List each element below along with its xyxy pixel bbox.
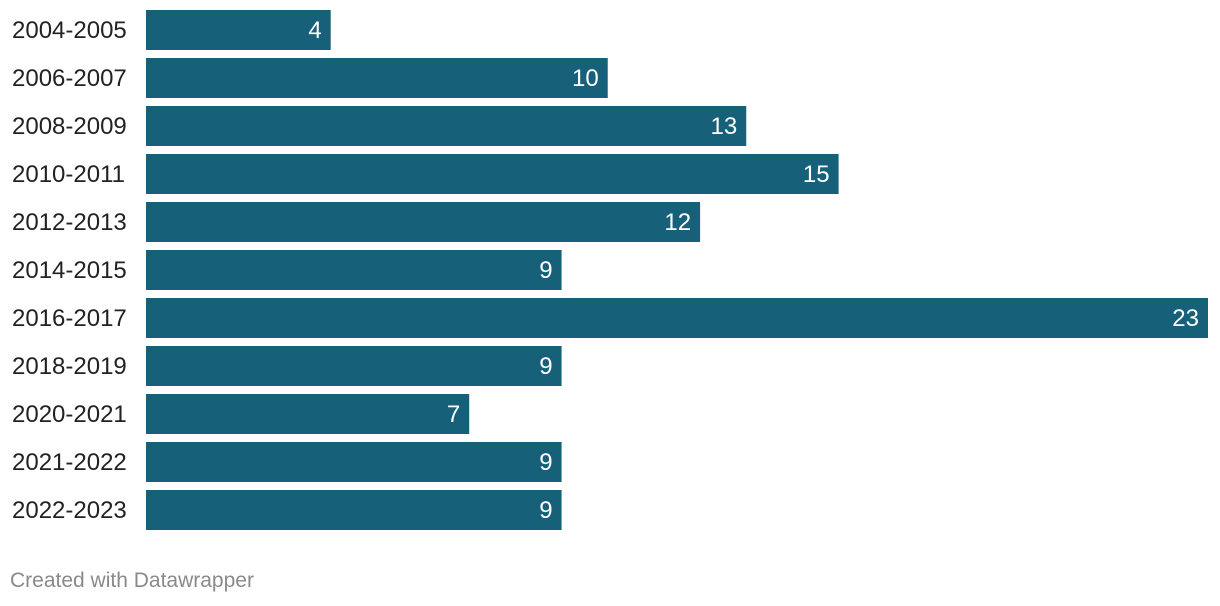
value-label: 15 bbox=[803, 161, 830, 188]
category-label: 2006-2007 bbox=[12, 65, 127, 92]
category-label: 2020-2021 bbox=[12, 401, 127, 428]
bar bbox=[146, 154, 839, 194]
category-label: 2012-2013 bbox=[12, 209, 127, 236]
bar bbox=[146, 10, 331, 50]
category-label: 2016-2017 bbox=[12, 305, 127, 332]
category-label: 2004-2005 bbox=[12, 17, 127, 44]
value-label: 13 bbox=[711, 113, 738, 140]
bar-chart: 2004-2005 4 2006-2007 10 2008-2009 13 2010-201… bbox=[12, 10, 1208, 530]
bar bbox=[146, 106, 747, 146]
category-label: 2022-2023 bbox=[12, 497, 127, 524]
bar bbox=[146, 490, 562, 530]
value-label: 9 bbox=[539, 257, 552, 284]
category-label: 2010-2011 bbox=[12, 161, 125, 188]
category-label: 2021-2022 bbox=[12, 449, 127, 476]
category-label: 2014-2015 bbox=[12, 257, 127, 284]
value-label: 12 bbox=[664, 209, 691, 236]
value-label: 10 bbox=[572, 65, 599, 92]
credit-text: Created with Datawrapper bbox=[10, 569, 254, 592]
bar bbox=[146, 298, 1208, 338]
bar bbox=[146, 442, 562, 482]
value-label: 9 bbox=[539, 449, 552, 476]
value-label: 9 bbox=[539, 497, 552, 524]
category-label: 2008-2009 bbox=[12, 113, 127, 140]
value-label: 4 bbox=[308, 17, 321, 44]
value-label: 7 bbox=[447, 401, 460, 428]
bar bbox=[146, 346, 562, 386]
value-label: 9 bbox=[539, 353, 552, 380]
bar bbox=[146, 58, 608, 98]
bar bbox=[146, 394, 470, 434]
bar bbox=[146, 202, 701, 242]
bars-group: 2004-2005 4 2006-2007 10 2008-2009 13 2010-201… bbox=[12, 10, 1208, 530]
value-label: 23 bbox=[1172, 305, 1199, 332]
category-label: 2018-2019 bbox=[12, 353, 127, 380]
bar bbox=[146, 250, 562, 290]
